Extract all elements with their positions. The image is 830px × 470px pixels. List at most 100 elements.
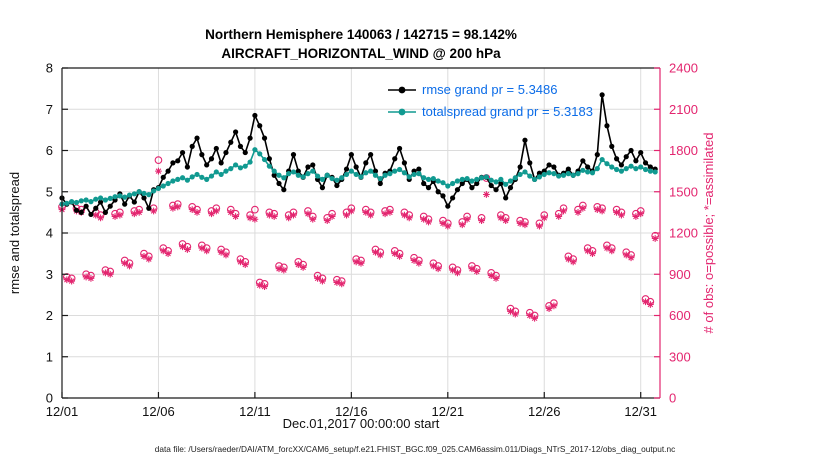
chart-graphic <box>580 167 586 173</box>
obs-assimilated-marker <box>415 259 423 267</box>
chart-graphic <box>638 149 644 156</box>
chart-graphic <box>295 172 301 178</box>
chart-graphic <box>184 177 190 183</box>
obs-assimilated-marker <box>507 307 514 315</box>
chart-graphic <box>261 135 268 141</box>
obs-assimilated-marker <box>304 210 312 218</box>
chart-graphic <box>609 143 615 149</box>
obs-assimilated-marker <box>290 211 297 219</box>
chart-graphic <box>73 199 80 206</box>
data-file-caption: data file: /Users/raeder/DAI/ATM_forcXX/… <box>155 444 676 454</box>
chart-graphic <box>237 165 244 171</box>
chart-graphic <box>604 161 610 167</box>
obs-assimilated-marker <box>449 266 457 274</box>
obs-assimilated-marker <box>183 246 191 253</box>
obs-assimilated-marker <box>222 251 230 259</box>
obs-assimilated-marker <box>526 312 534 319</box>
obs-assimilated-marker <box>487 272 495 280</box>
obs-assimilated-marker <box>135 208 143 216</box>
chart-graphic <box>527 160 533 166</box>
chart-graphic <box>61 94 656 216</box>
chart-graphic <box>478 175 485 181</box>
y-tick-label-right: 1800 <box>669 143 698 158</box>
obs-assimilated-marker <box>333 279 341 286</box>
chart-graphic <box>498 180 504 187</box>
chart-graphic <box>247 135 253 141</box>
chart-graphic <box>88 211 94 218</box>
obs-assimilated-marker <box>256 281 264 289</box>
chart-graphic <box>392 168 398 174</box>
chart-graphic <box>585 164 591 170</box>
chart-graphic <box>233 162 239 168</box>
chart-graphic <box>546 170 552 176</box>
chart-graphic <box>507 185 514 191</box>
chart-graphic <box>411 171 417 178</box>
obs-assimilated-marker <box>401 211 408 219</box>
obs-possible-marker <box>154 156 163 164</box>
chart-graphic <box>310 162 316 168</box>
chart-graphic <box>469 178 475 184</box>
obs-assimilated-marker <box>280 266 288 274</box>
obs-assimilated-marker <box>106 270 114 278</box>
chart-graphic <box>565 166 571 172</box>
chart-graphic <box>343 171 350 178</box>
chart-graphic <box>107 203 113 209</box>
chart-graphic <box>184 164 190 170</box>
chart-graphic <box>97 195 104 201</box>
chart-graphic <box>300 174 306 180</box>
chart-graphic <box>522 169 528 175</box>
chart-graphic <box>165 168 171 174</box>
chart-graphic <box>83 203 89 209</box>
obs-assimilated-marker <box>347 207 355 215</box>
obs-assimilated-marker <box>410 257 418 264</box>
y-tick-label-left: 1 <box>46 349 53 364</box>
y-tick-label-left: 3 <box>46 267 53 282</box>
chart-graphic <box>223 149 229 156</box>
obs-assimilated-marker <box>362 208 370 216</box>
chart-graphic <box>257 123 263 129</box>
obs-assimilated-marker <box>531 314 539 322</box>
obs-assimilated-marker <box>555 213 563 220</box>
y-tick-label-right: 900 <box>669 267 691 282</box>
obs-assimilated-marker <box>589 250 596 258</box>
chart-graphic <box>594 152 600 158</box>
chart-graphic <box>339 175 345 181</box>
chart-graphic <box>454 178 461 184</box>
obs-assimilated-marker <box>434 265 442 273</box>
chart-graphic <box>469 185 475 191</box>
chart-graphic <box>136 189 142 195</box>
chart-graphic <box>334 177 340 183</box>
chart-graphic <box>228 166 234 172</box>
obs-assimilated-marker <box>265 211 273 219</box>
obs-assimilated-marker <box>319 277 326 285</box>
chart-graphic <box>314 173 321 179</box>
obs-assimilated-marker <box>299 263 307 271</box>
obs-assimilated-marker <box>164 250 172 258</box>
chart-graphic <box>425 176 432 182</box>
chart-graphic <box>237 143 244 149</box>
legend: rmse grand pr = 5.3486 totalspread grand… <box>388 82 593 119</box>
chart-graphic <box>450 180 456 187</box>
chart-graphic <box>372 172 379 178</box>
obs-assimilated-marker <box>579 204 587 212</box>
chart-graphic <box>633 166 639 172</box>
chart-graphic <box>146 205 152 211</box>
obs-assimilated-marker <box>454 269 461 277</box>
chart-graphic <box>242 149 248 156</box>
chart-graphic <box>223 168 229 174</box>
chart-graphic <box>276 180 282 187</box>
chart-graphic <box>401 170 408 176</box>
right-y-axis-label: # of obs: o=possible; *=assimilated <box>701 133 716 334</box>
chart-graphic <box>363 160 369 166</box>
chart-graphic <box>541 171 547 178</box>
obs-assimilated-marker <box>246 214 254 222</box>
chart-graphic <box>319 176 326 182</box>
chart-graphic <box>194 135 200 141</box>
obs-assimilated-marker <box>473 268 481 275</box>
chart-graphic <box>353 164 359 170</box>
chart-graphic <box>483 174 489 180</box>
obs-assimilated-marker <box>444 222 452 230</box>
chart-graphic <box>609 164 615 170</box>
chart-graphic <box>329 175 335 182</box>
chart-graphic <box>599 92 605 98</box>
